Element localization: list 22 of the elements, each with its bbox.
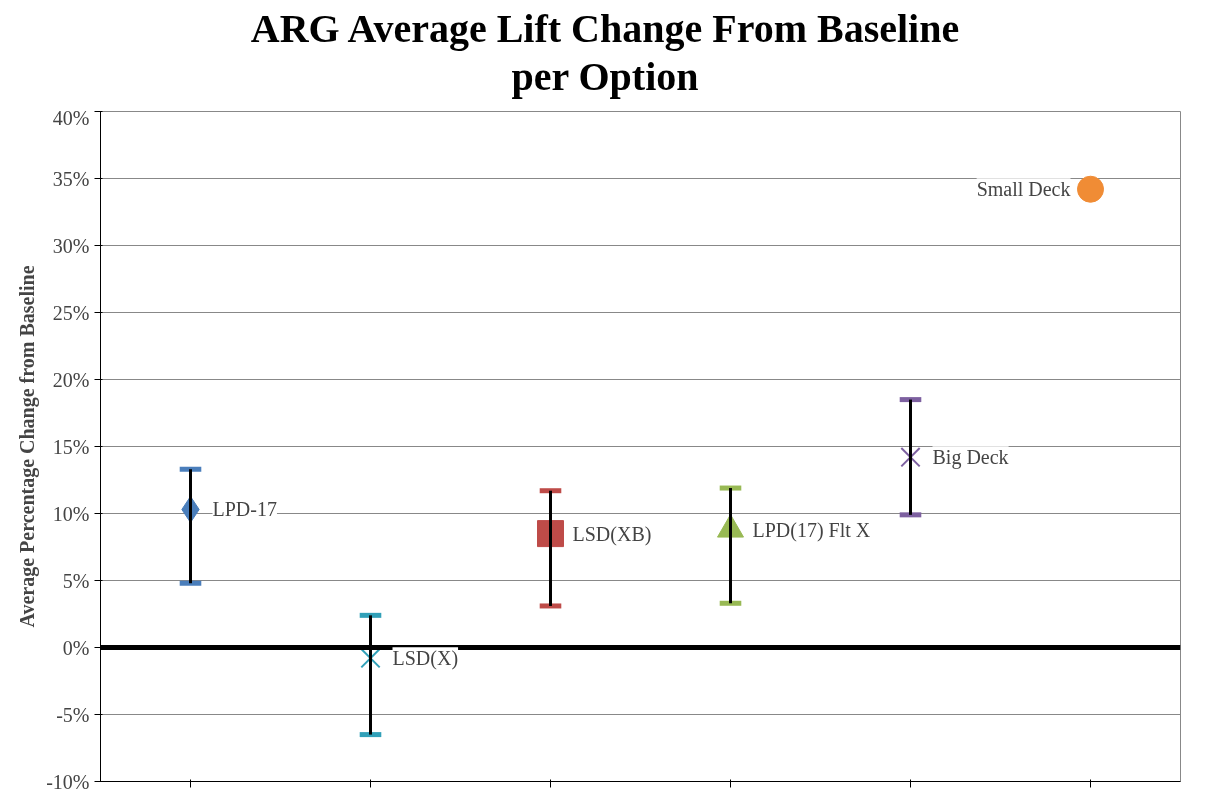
series-label: LPD(17) Flt X bbox=[752, 518, 871, 542]
series-label: Small Deck bbox=[976, 178, 1071, 201]
y-tick-label: 10% bbox=[52, 502, 90, 525]
point bbox=[900, 447, 921, 468]
y-tick-label: 30% bbox=[52, 234, 90, 257]
y-tick-label: 15% bbox=[52, 435, 90, 458]
series-label: LSD(X) bbox=[392, 647, 459, 671]
series-label: LSD(XB) bbox=[572, 522, 652, 546]
y-tick-label: -10% bbox=[46, 770, 90, 793]
y-axis-title: Average Percentage Change from Baseline bbox=[16, 265, 40, 628]
series-label: LPD-17 bbox=[212, 498, 277, 521]
y-tick-label: 25% bbox=[52, 301, 90, 324]
y-tick-label: 20% bbox=[52, 368, 90, 391]
y-tick-label: -5% bbox=[56, 703, 90, 726]
point bbox=[1077, 175, 1104, 203]
series-label: Big Deck bbox=[932, 446, 1009, 470]
y-tick-label: 40% bbox=[52, 106, 90, 129]
chart-title: ARG Average Lift Change From Baseline per Option bbox=[250, 5, 960, 101]
y-tick-label: 35% bbox=[52, 167, 90, 190]
point bbox=[360, 648, 381, 669]
y-tick-label: 0% bbox=[62, 636, 90, 659]
y-tick-label: 5% bbox=[62, 569, 90, 592]
